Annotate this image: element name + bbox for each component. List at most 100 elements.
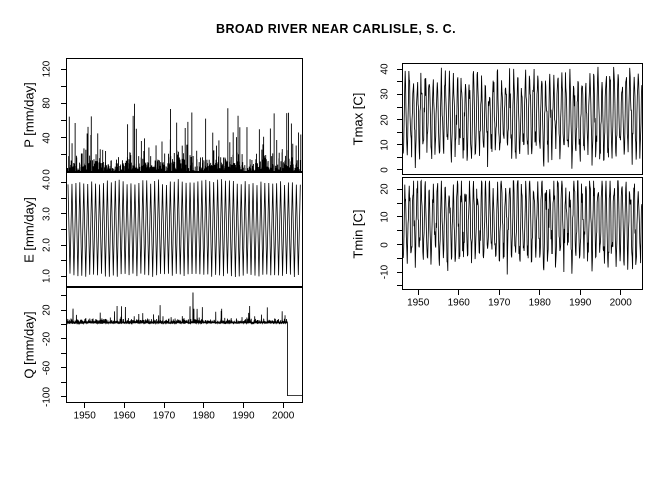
y-tick	[61, 352, 66, 354]
y-axis-label-tmax: Tmax [C]	[350, 92, 366, 146]
y-tick	[397, 68, 402, 70]
y-tick	[61, 244, 66, 246]
panel-precipitation	[66, 58, 303, 172]
x-tick	[620, 290, 622, 295]
y-tick	[61, 102, 66, 104]
y-tick	[61, 229, 66, 230]
p-series-path	[67, 103, 302, 171]
y-tick-label: 120	[41, 60, 53, 78]
y-tick-label: -100	[41, 386, 53, 407]
y-tick	[397, 244, 402, 246]
x-tick	[417, 290, 419, 295]
x-tick-label: 1950	[407, 297, 430, 309]
x-tick	[163, 403, 165, 408]
y-tick	[61, 309, 66, 311]
y-tick-label: 20	[379, 183, 391, 195]
precipitation-series-plot	[67, 103, 302, 171]
y-tick	[61, 213, 66, 215]
e-series-path	[67, 179, 301, 277]
y-axis-label-p: P [mm/day]	[21, 82, 37, 148]
y-tick-label: 80	[41, 97, 53, 109]
chart-title: BROAD RIVER NEAR CARLISLE, S. C.	[216, 22, 456, 36]
y-tick	[397, 81, 402, 83]
y-tick	[397, 202, 402, 204]
y-tick	[397, 144, 402, 146]
y-tick	[61, 338, 66, 340]
panel-tmax	[402, 63, 643, 175]
y-tick-label: 30	[379, 88, 391, 101]
y-tick-label: 4.0	[41, 175, 53, 190]
x-tick	[123, 403, 125, 408]
x-tick-label: 1950	[73, 410, 96, 422]
x-tick-label: 1970	[488, 297, 511, 309]
y-tick	[397, 271, 402, 273]
x-tick-label: 1960	[447, 297, 470, 309]
panel-tmin	[402, 177, 643, 290]
y-tick-label: 0	[41, 169, 53, 175]
x-tick	[579, 290, 581, 295]
y-tick	[397, 93, 402, 95]
x-tick-label: 2000	[272, 410, 295, 422]
y-tick	[61, 120, 66, 122]
y-tick-label: 40	[41, 132, 53, 144]
y-tick-label: -60	[41, 360, 53, 375]
y-tick	[61, 137, 66, 139]
y-tick-label: 10	[379, 211, 391, 223]
x-tick-label: 2000	[609, 297, 632, 309]
y-tick	[61, 260, 66, 262]
x-tick	[498, 290, 500, 295]
y-tick-label: -20	[41, 331, 53, 347]
tmin-series-path	[403, 179, 642, 275]
y-tick	[61, 295, 66, 297]
y-tick	[61, 154, 66, 156]
y-tick	[61, 68, 66, 70]
y-tick-label: -10	[379, 264, 391, 280]
y-tick	[61, 396, 66, 397]
y-axis-label-q: Q [mm/day]	[21, 311, 37, 379]
y-tick	[397, 216, 402, 218]
q-series-path	[67, 292, 302, 397]
x-tick-label: 1980	[528, 297, 551, 309]
x-tick	[458, 290, 460, 295]
evapotranspiration-series-plot	[67, 179, 301, 277]
y-tick	[397, 131, 402, 133]
y-tick-label: 10	[379, 139, 391, 151]
panel-evapotranspiration	[66, 172, 303, 287]
y-tick	[397, 230, 402, 232]
y-tick-label: 20	[41, 304, 53, 316]
y-tick	[61, 85, 66, 87]
x-tick	[242, 403, 244, 408]
y-tick	[397, 169, 402, 171]
y-tick	[397, 188, 402, 190]
y-tick	[397, 119, 402, 121]
y-tick	[397, 156, 402, 158]
x-tick-label: 1960	[113, 410, 136, 422]
y-tick	[61, 381, 66, 383]
y-tick-label: 0	[379, 241, 391, 248]
x-tick-label: 1980	[192, 410, 215, 422]
y-tick-label: 0	[379, 167, 391, 173]
y-tick	[397, 106, 402, 108]
y-tick	[61, 367, 66, 369]
y-tick-label: 3.0	[41, 207, 53, 221]
x-tick	[84, 403, 86, 408]
tmax-series-path	[403, 66, 642, 169]
y-tick	[61, 182, 66, 184]
y-tick-label: 1.0	[41, 269, 53, 284]
x-tick	[282, 403, 284, 408]
y-tick-label: 40	[379, 63, 391, 75]
y-tick-label: 2.0	[41, 238, 53, 252]
x-tick-label: 1970	[152, 410, 176, 422]
x-tick	[203, 403, 205, 408]
y-tick	[397, 285, 402, 287]
x-tick-label: 1990	[232, 410, 255, 422]
x-tick-label: 1990	[569, 297, 592, 309]
panel-streamflow	[66, 287, 303, 403]
streamflow-series-plot	[67, 292, 302, 397]
tmin-series-plot	[403, 179, 642, 275]
y-tick	[61, 323, 66, 325]
y-tick	[397, 257, 402, 259]
tmax-series-plot	[403, 66, 642, 169]
y-axis-label-tmin: Tmin [C]	[350, 209, 366, 259]
